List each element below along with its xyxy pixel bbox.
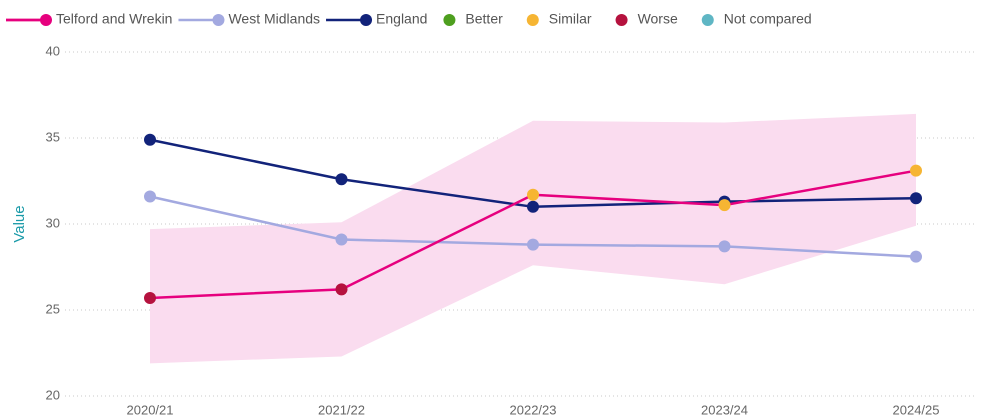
legend-marker [212, 14, 225, 26]
data-point [144, 133, 156, 146]
data-point [910, 250, 922, 263]
y-tick-label: 40 [46, 43, 60, 58]
data-point [335, 173, 348, 186]
legend-marker [615, 14, 628, 26]
data-point [910, 192, 922, 205]
legend-label: England [376, 11, 427, 27]
data-point [144, 190, 156, 203]
data-point [335, 233, 348, 246]
data-point [335, 283, 348, 296]
data-point [527, 188, 539, 201]
legend-label: West Midlands [228, 11, 320, 27]
confidence-band [150, 113, 916, 364]
y-tick-label: 20 [46, 387, 60, 402]
legend-label: Not compared [724, 11, 812, 27]
data-point [718, 240, 731, 253]
data-point [527, 238, 539, 251]
x-tick-label: 2021/22 [318, 402, 365, 416]
y-axis-label: Value [11, 205, 28, 242]
legend-marker [443, 14, 456, 26]
legend-label: Telford and Wrekin [56, 11, 172, 27]
legend-label: Similar [549, 11, 592, 27]
legend-label: Better [465, 11, 503, 27]
y-tick-label: 35 [46, 129, 60, 144]
data-point [910, 164, 922, 177]
legend-marker [526, 14, 539, 26]
y-tick-label: 30 [46, 215, 60, 230]
legend-marker [701, 14, 714, 26]
y-tick-label: 25 [46, 301, 60, 316]
x-tick-label: 2023/24 [701, 402, 748, 416]
legend-marker [360, 14, 373, 26]
data-point [144, 291, 156, 304]
legend-label: Worse [638, 11, 678, 27]
data-point [718, 199, 731, 212]
data-point [527, 200, 539, 213]
x-tick-label: 2020/21 [127, 402, 174, 416]
x-tick-label: 2024/25 [893, 402, 940, 416]
x-tick-label: 2022/23 [510, 402, 557, 416]
